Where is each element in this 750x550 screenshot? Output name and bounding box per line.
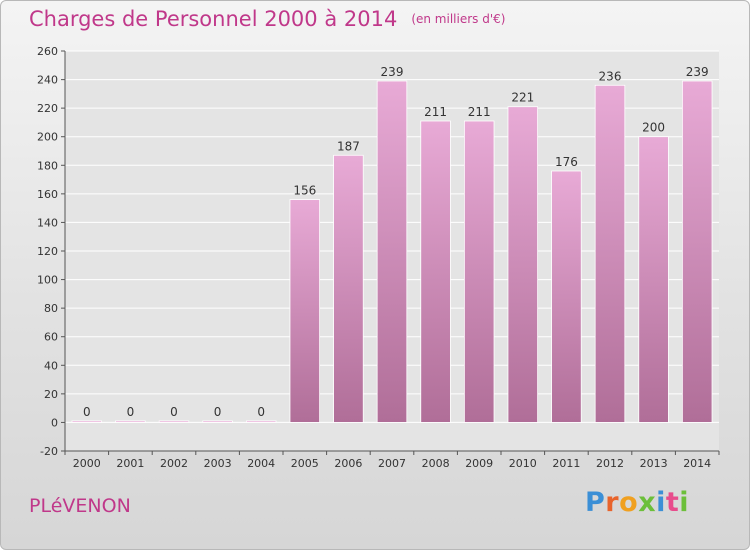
brand-letter: r — [605, 487, 620, 518]
data-label: 239 — [381, 65, 404, 79]
data-label: 187 — [337, 139, 360, 153]
y-tick-label: 160 — [37, 188, 58, 201]
data-label: 0 — [83, 405, 91, 419]
y-tick-label: 140 — [37, 216, 58, 229]
y-tick-label: 0 — [51, 416, 58, 429]
bar — [245, 420, 277, 423]
bar — [594, 84, 626, 423]
chart-subtitle: (en milliers d'€) — [411, 12, 506, 26]
bar — [638, 136, 669, 423]
brand-letter: x — [638, 487, 657, 518]
y-tick-label: 20 — [44, 388, 58, 401]
x-tick-label: 2002 — [160, 457, 188, 470]
bar — [158, 420, 190, 423]
x-tick-label: 2011 — [552, 457, 580, 470]
bar — [71, 420, 103, 423]
bar — [202, 420, 233, 423]
bar — [463, 120, 495, 423]
chart-title: Charges de Personnel 2000 à 2014 — [29, 7, 398, 31]
data-label: 0 — [214, 405, 222, 419]
data-label: 239 — [686, 65, 709, 79]
proxiti-logo: Proxiti — [585, 487, 689, 518]
y-tick-label: 80 — [44, 302, 58, 315]
y-tick-label: 260 — [37, 45, 58, 58]
y-tick-label: 100 — [37, 274, 58, 287]
y-tick-label: 220 — [37, 102, 58, 115]
bar — [289, 199, 321, 423]
data-label: 156 — [293, 184, 316, 198]
x-tick-label: 2005 — [291, 457, 319, 470]
brand-letter: i — [679, 487, 690, 518]
bar — [507, 106, 539, 423]
y-tick-label: 240 — [37, 74, 58, 87]
bar — [376, 80, 408, 423]
x-tick-label: 2014 — [683, 457, 711, 470]
data-label: 211 — [424, 105, 447, 119]
data-label: 200 — [642, 121, 665, 135]
data-label: 236 — [599, 69, 622, 83]
data-label: 0 — [257, 405, 265, 419]
brand-letter: o — [619, 487, 639, 518]
bar — [115, 420, 146, 423]
data-label: 221 — [511, 91, 534, 105]
bar — [420, 120, 451, 423]
x-tick-label: 2000 — [73, 457, 101, 470]
y-tick-label: -20 — [40, 445, 58, 458]
x-tick-label: 2009 — [465, 457, 493, 470]
brand-letter: P — [585, 487, 606, 518]
data-label: 176 — [555, 155, 578, 169]
x-tick-label: 2010 — [509, 457, 537, 470]
title-row: Charges de Personnel 2000 à 2014 (en mill… — [29, 7, 505, 31]
x-tick-label: 2006 — [334, 457, 362, 470]
data-label: 0 — [127, 405, 135, 419]
x-tick-label: 2003 — [204, 457, 232, 470]
y-tick-label: 120 — [37, 245, 58, 258]
x-tick-label: 2004 — [247, 457, 275, 470]
data-label: 211 — [468, 105, 491, 119]
y-tick-label: 180 — [37, 159, 58, 172]
x-tick-label: 2001 — [116, 457, 144, 470]
brand-letter: t — [665, 487, 680, 518]
y-tick-label: 200 — [37, 131, 58, 144]
bar — [681, 80, 713, 423]
x-tick-label: 2013 — [640, 457, 668, 470]
x-tick-label: 2008 — [422, 457, 450, 470]
x-tick-label: 2007 — [378, 457, 406, 470]
data-label: 0 — [170, 405, 178, 419]
bar — [551, 170, 582, 423]
y-tick-label: 40 — [44, 359, 58, 372]
y-tick-label: 60 — [44, 331, 58, 344]
brand-letter: i — [656, 487, 666, 518]
x-tick-label: 2012 — [596, 457, 624, 470]
place-label: PLéVENON — [29, 495, 131, 517]
bar — [333, 154, 364, 423]
